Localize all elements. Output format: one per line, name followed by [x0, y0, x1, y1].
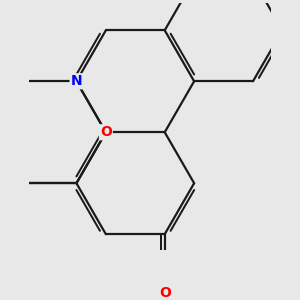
Text: N: N	[70, 74, 82, 88]
Text: O: O	[159, 286, 171, 300]
Text: O: O	[100, 125, 112, 139]
